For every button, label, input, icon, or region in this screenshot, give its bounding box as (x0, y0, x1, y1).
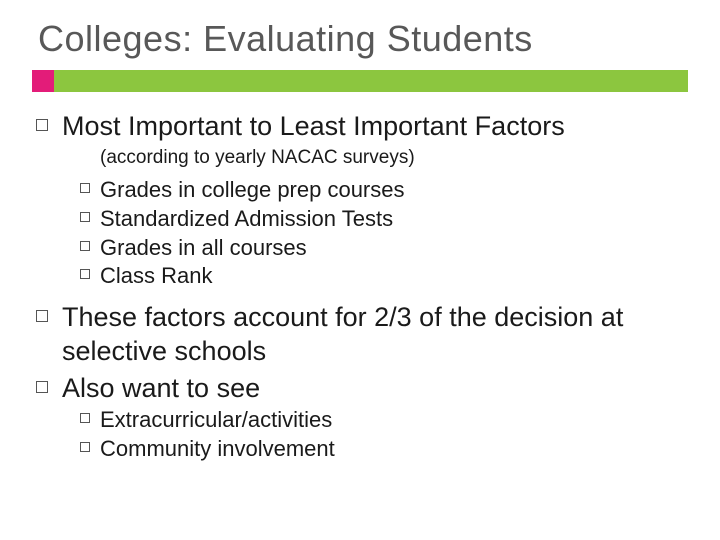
slide-title: Colleges: Evaluating Students (38, 18, 688, 60)
square-bullet-icon (80, 413, 90, 423)
list-item: Most Important to Least Important Factor… (36, 110, 688, 291)
list-item: Also want to see Extracurricular/activit… (36, 372, 688, 463)
list-item: Community involvement (80, 435, 688, 464)
item-text: Standardized Admission Tests (100, 205, 393, 234)
item-text: Also want to see (62, 372, 260, 406)
item-text: These factors account for 2/3 of the dec… (62, 301, 688, 369)
accent-bar (32, 70, 688, 92)
item-text: Grades in all courses (100, 234, 307, 263)
square-bullet-icon (36, 119, 48, 131)
square-bullet-icon (36, 310, 48, 322)
square-bullet-icon (80, 183, 90, 193)
accent-pink-block (32, 70, 54, 92)
list-item: Grades in all courses (80, 234, 688, 263)
item-text: Most Important to Least Important Factor… (62, 110, 565, 144)
square-bullet-icon (80, 241, 90, 251)
list-item: Class Rank (80, 262, 688, 291)
item-text: Extracurricular/activities (100, 406, 332, 435)
square-bullet-icon (36, 381, 48, 393)
item-text: Community involvement (100, 435, 335, 464)
list-item: These factors account for 2/3 of the dec… (36, 301, 688, 369)
slide-body: Most Important to Least Important Factor… (32, 110, 688, 463)
item-text: Class Rank (100, 262, 212, 291)
slide: Colleges: Evaluating Students Most Impor… (0, 0, 720, 540)
item-note: (according to yearly NACAC surveys) (100, 146, 688, 171)
item-text: Grades in college prep courses (100, 176, 405, 205)
accent-green-block (54, 70, 688, 92)
square-bullet-icon (80, 442, 90, 452)
square-bullet-icon (80, 269, 90, 279)
list-item: Grades in college prep courses (80, 176, 688, 205)
square-bullet-icon (80, 212, 90, 222)
list-item: Extracurricular/activities (80, 406, 688, 435)
list-item: Standardized Admission Tests (80, 205, 688, 234)
